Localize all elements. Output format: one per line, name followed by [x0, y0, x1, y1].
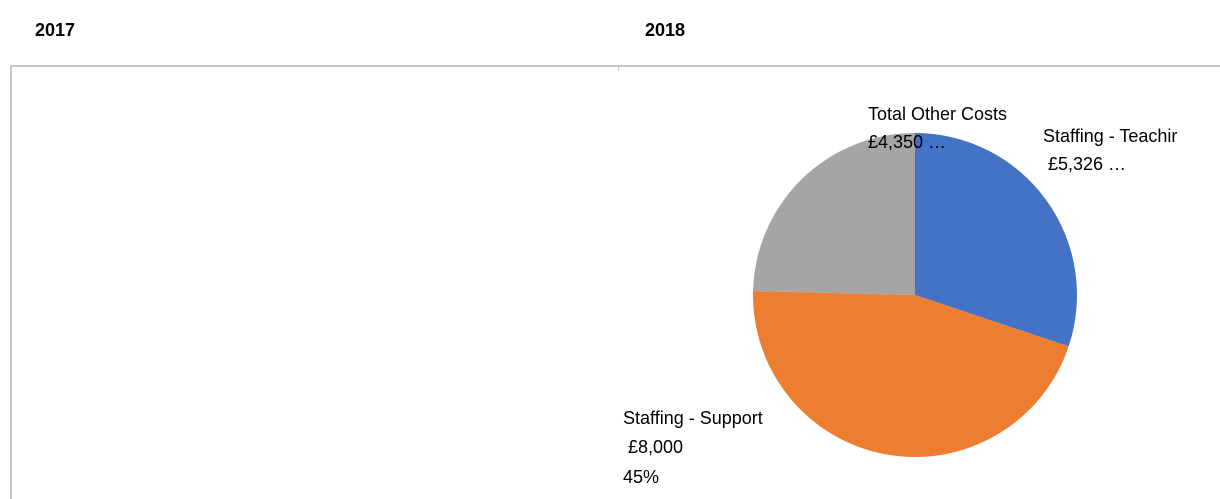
year-2018-header: 2018 — [645, 20, 686, 40]
pie-slice-1-label-name: Staffing - Teachir — [1043, 126, 1177, 146]
pie-slice-3-label-name: Total Other Costs — [868, 104, 1007, 124]
pie-slice-2-label-name: Staffing - Support — [623, 408, 763, 428]
pie-slice-1-label-value-label: £5,326 … — [1043, 154, 1126, 174]
pie-slice-2-label-percent-label: 45% — [623, 467, 659, 487]
chart-frame-divider-tick — [618, 65, 619, 71]
chart-frame-top-border — [10, 65, 1220, 67]
year-2017-header: 2017 — [35, 20, 76, 40]
pie-slice-2-label-value-label: £8,000 — [623, 437, 683, 457]
pie-slice-1 — [915, 133, 1077, 347]
chart-frame-left-border — [10, 65, 12, 499]
pie-slice-3-label-value-label: £4,350 … — [868, 132, 946, 152]
pie-slice-2 — [753, 291, 1069, 457]
pie-slice-3 — [753, 133, 915, 295]
